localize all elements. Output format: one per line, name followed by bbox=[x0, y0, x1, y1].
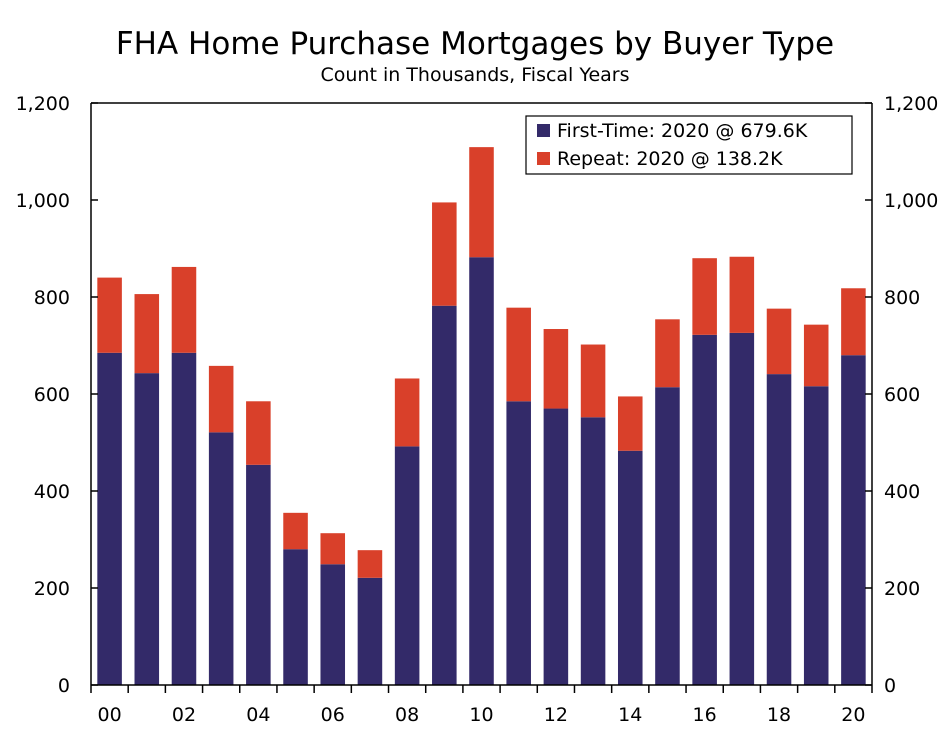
y-tick-label-right: 400 bbox=[884, 481, 920, 503]
bar-repeat-12 bbox=[543, 329, 569, 409]
x-tick-label: 02 bbox=[172, 704, 196, 726]
y-tick-label-left: 800 bbox=[34, 287, 70, 309]
y-tick-label-right: 200 bbox=[884, 578, 920, 600]
y-tick-label-left: 200 bbox=[34, 578, 70, 600]
y-tick-label-right: 1,200 bbox=[884, 93, 938, 115]
legend-swatch-first-time bbox=[537, 124, 550, 137]
y-tick-label-left: 600 bbox=[34, 384, 70, 406]
bar-first-time-16 bbox=[692, 334, 717, 685]
bar-repeat-11 bbox=[506, 307, 531, 402]
bar-repeat-17 bbox=[729, 256, 755, 333]
bar-first-time-14 bbox=[617, 450, 643, 685]
bar-repeat-18 bbox=[766, 308, 792, 375]
bar-first-time-02 bbox=[171, 352, 197, 685]
bar-first-time-00 bbox=[97, 352, 122, 685]
bar-first-time-04 bbox=[246, 464, 271, 685]
chart-title: FHA Home Purchase Mortgages by Buyer Typ… bbox=[116, 26, 834, 62]
legend-box bbox=[525, 115, 853, 175]
y-tick-label-left: 1,200 bbox=[16, 93, 70, 115]
bar-first-time-20 bbox=[841, 355, 866, 685]
bar-first-time-13 bbox=[580, 417, 606, 685]
bar-first-time-06 bbox=[320, 564, 346, 685]
bar-first-time-07 bbox=[357, 577, 383, 685]
y-tick-label-left: 0 bbox=[58, 675, 70, 697]
y-tick-label-right: 800 bbox=[884, 287, 920, 309]
legend-label-first-time: First-Time: 2020 @ 679.6K bbox=[557, 120, 808, 142]
legend: First-Time: 2020 @ 679.6K Repeat: 2020 @ … bbox=[525, 115, 853, 175]
bar-repeat-15 bbox=[655, 319, 680, 388]
chart-subtitle: Count in Thousands, Fiscal Years bbox=[320, 64, 629, 86]
bar-repeat-14 bbox=[617, 396, 643, 451]
bar-repeat-02 bbox=[171, 266, 197, 353]
bar-first-time-18 bbox=[766, 374, 792, 685]
x-tick-label: 06 bbox=[321, 704, 345, 726]
bar-first-time-08 bbox=[394, 446, 420, 685]
x-tick-label: 00 bbox=[98, 704, 122, 726]
x-tick-label: 10 bbox=[469, 704, 493, 726]
bar-repeat-13 bbox=[580, 344, 606, 418]
bar-repeat-08 bbox=[394, 378, 420, 447]
bar-first-time-11 bbox=[506, 401, 531, 685]
bar-first-time-12 bbox=[543, 408, 569, 685]
y-tick-label-right: 0 bbox=[884, 675, 896, 697]
bar-first-time-01 bbox=[134, 373, 160, 685]
bar-repeat-03 bbox=[208, 365, 234, 433]
x-tick-label: 04 bbox=[246, 704, 270, 726]
bar-first-time-10 bbox=[469, 257, 494, 685]
y-tick-label-right: 600 bbox=[884, 384, 920, 406]
bar-repeat-06 bbox=[320, 533, 346, 565]
x-tick-label: 18 bbox=[767, 704, 791, 726]
x-tick-label: 16 bbox=[693, 704, 717, 726]
x-tick-label: 20 bbox=[841, 704, 865, 726]
bar-repeat-04 bbox=[246, 401, 271, 465]
bar-first-time-09 bbox=[432, 305, 457, 685]
x-tick-label: 14 bbox=[618, 704, 642, 726]
bar-first-time-17 bbox=[729, 332, 755, 685]
bar-repeat-00 bbox=[97, 277, 122, 353]
bar-first-time-19 bbox=[803, 386, 829, 685]
y-tick-label-left: 400 bbox=[34, 481, 70, 503]
bar-repeat-20 bbox=[841, 288, 866, 356]
bar-repeat-09 bbox=[432, 202, 457, 306]
x-tick-label: 08 bbox=[395, 704, 419, 726]
bars-layer bbox=[97, 147, 866, 685]
x-tick-label: 12 bbox=[544, 704, 568, 726]
bar-repeat-19 bbox=[803, 324, 829, 387]
bar-first-time-15 bbox=[655, 387, 680, 685]
bar-first-time-03 bbox=[208, 432, 234, 685]
bar-repeat-10 bbox=[469, 147, 494, 258]
y-tick-label-left: 1,000 bbox=[16, 190, 70, 212]
bar-repeat-16 bbox=[692, 258, 717, 335]
bar-repeat-01 bbox=[134, 294, 160, 374]
bar-first-time-05 bbox=[283, 549, 308, 685]
y-tick-label-right: 1,000 bbox=[884, 190, 938, 212]
legend-swatch-repeat bbox=[537, 152, 550, 165]
legend-label-repeat: Repeat: 2020 @ 138.2K bbox=[557, 148, 783, 170]
bar-repeat-05 bbox=[283, 512, 308, 550]
bar-repeat-07 bbox=[357, 550, 383, 578]
